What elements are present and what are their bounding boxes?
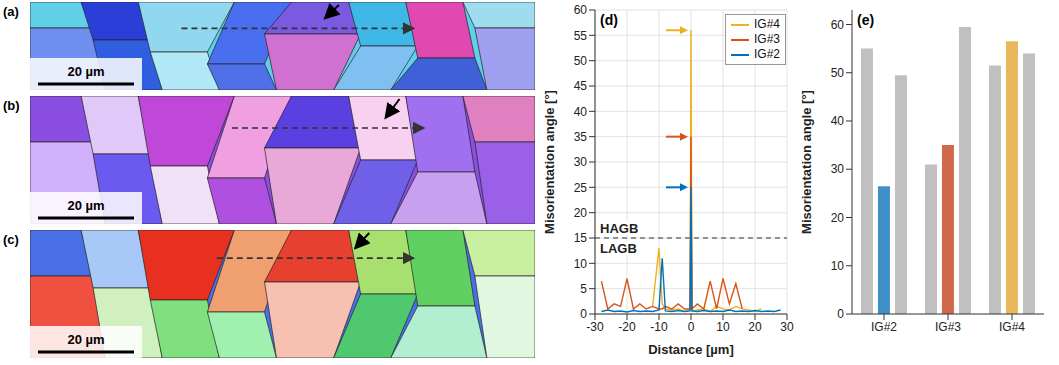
svg-text:-10: -10 <box>650 320 668 334</box>
svg-text:-30: -30 <box>586 320 604 334</box>
svg-text:Misorientation angle [°]: Misorientation angle [°] <box>800 90 814 234</box>
html-text:(d): (d) <box>600 12 618 28</box>
svg-text:-20: -20 <box>618 320 636 334</box>
html-text:(a): (a) <box>3 4 19 19</box>
html-text:IG#4: IG#4 <box>754 17 780 31</box>
svg-text:15: 15 <box>574 231 588 245</box>
svg-text:20 µm: 20 µm <box>67 64 104 79</box>
svg-text:10: 10 <box>716 320 730 334</box>
svg-text:20: 20 <box>574 206 588 220</box>
svg-text:50: 50 <box>574 54 588 68</box>
svg-text:60: 60 <box>574 3 588 17</box>
svg-text:60: 60 <box>831 18 845 32</box>
svg-text:45: 45 <box>574 79 588 93</box>
svg-text:55: 55 <box>574 29 588 43</box>
html-text:(b): (b) <box>3 98 20 113</box>
svg-text:20: 20 <box>748 320 762 334</box>
svg-text:10: 10 <box>831 259 845 273</box>
svg-text:HAGB: HAGB <box>600 221 638 236</box>
svg-text:40: 40 <box>831 114 845 128</box>
svg-text:30: 30 <box>780 320 794 334</box>
svg-text:50: 50 <box>831 66 845 80</box>
html-text:(c): (c) <box>3 232 19 247</box>
html-text:IG#2: IG#2 <box>754 47 780 61</box>
svg-text:30: 30 <box>831 162 845 176</box>
svg-text:20 µm: 20 µm <box>67 332 104 347</box>
svg-text:Misorientation angle [°]: Misorientation angle [°] <box>543 90 557 234</box>
svg-text:IG#2: IG#2 <box>871 320 897 334</box>
svg-text:0: 0 <box>837 307 844 321</box>
svg-text:10: 10 <box>574 257 588 271</box>
svg-text:IG#3: IG#3 <box>935 320 961 334</box>
html-text:(e): (e) <box>857 12 875 28</box>
svg-text:0: 0 <box>688 320 695 334</box>
svg-text:40: 40 <box>574 105 588 119</box>
svg-text:Distance [µm]: Distance [µm] <box>648 342 734 357</box>
svg-text:30: 30 <box>574 155 588 169</box>
svg-text:LAGB: LAGB <box>600 241 637 256</box>
svg-text:20: 20 <box>831 211 845 225</box>
svg-text:0: 0 <box>580 307 587 321</box>
svg-text:20 µm: 20 µm <box>67 198 104 213</box>
svg-text:5: 5 <box>580 282 587 296</box>
svg-text:35: 35 <box>574 130 588 144</box>
svg-text:25: 25 <box>574 181 588 195</box>
html-text:IG#3: IG#3 <box>754 32 780 46</box>
svg-text:IG#4: IG#4 <box>999 320 1025 334</box>
